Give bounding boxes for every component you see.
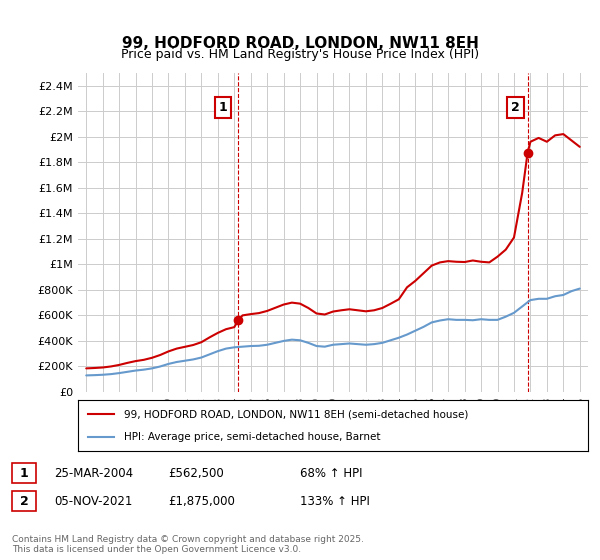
Text: 1: 1: [20, 466, 28, 480]
Text: 2: 2: [511, 101, 520, 114]
Text: HPI: Average price, semi-detached house, Barnet: HPI: Average price, semi-detached house,…: [124, 432, 380, 442]
Text: £1,875,000: £1,875,000: [168, 494, 235, 508]
Text: 25-MAR-2004: 25-MAR-2004: [54, 466, 133, 480]
Text: £562,500: £562,500: [168, 466, 224, 480]
Text: 05-NOV-2021: 05-NOV-2021: [54, 494, 133, 508]
Text: 68% ↑ HPI: 68% ↑ HPI: [300, 466, 362, 480]
Text: Price paid vs. HM Land Registry's House Price Index (HPI): Price paid vs. HM Land Registry's House …: [121, 48, 479, 60]
Text: 2: 2: [20, 494, 28, 508]
Text: 99, HODFORD ROAD, LONDON, NW11 8EH: 99, HODFORD ROAD, LONDON, NW11 8EH: [122, 36, 478, 52]
Text: 133% ↑ HPI: 133% ↑ HPI: [300, 494, 370, 508]
Text: 99, HODFORD ROAD, LONDON, NW11 8EH (semi-detached house): 99, HODFORD ROAD, LONDON, NW11 8EH (semi…: [124, 409, 468, 419]
Text: Contains HM Land Registry data © Crown copyright and database right 2025.
This d: Contains HM Land Registry data © Crown c…: [12, 535, 364, 554]
Text: 1: 1: [218, 101, 227, 114]
